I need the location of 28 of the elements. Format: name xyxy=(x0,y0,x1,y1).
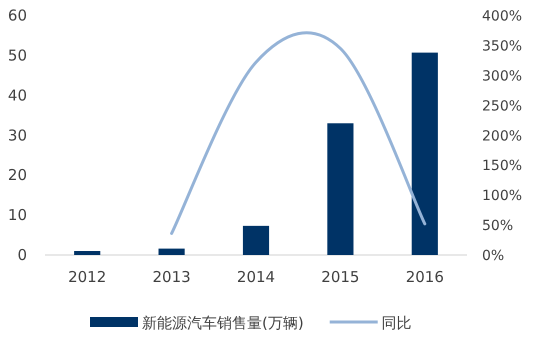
y-tick-label: 10 xyxy=(8,206,27,224)
y2-tick-label: 300% xyxy=(482,68,522,84)
y2-tick-label: 0% xyxy=(482,248,504,264)
y2-tick-label: 200% xyxy=(482,128,522,144)
y-tick-label: 30 xyxy=(8,126,27,144)
y-tick-label: 40 xyxy=(8,86,27,104)
y2-tick-label: 250% xyxy=(482,98,522,114)
legend-label: 新能源汽车销售量(万辆) xyxy=(142,314,304,332)
bar xyxy=(327,123,354,255)
y-tick-label: 0 xyxy=(17,246,27,264)
x-tick-label: 2012 xyxy=(68,268,106,286)
x-tick-label: 2013 xyxy=(152,268,191,286)
y-tick-label: 60 xyxy=(8,6,27,24)
bar xyxy=(412,52,438,255)
y2-tick-label: 50% xyxy=(482,218,514,234)
legend-label: 同比 xyxy=(382,314,412,332)
bar xyxy=(74,251,100,255)
y2-tick-label: 400% xyxy=(482,8,522,24)
y2-tick-label: 100% xyxy=(482,188,522,204)
y-tick-label: 50 xyxy=(8,46,27,64)
y2-tick-label: 350% xyxy=(482,38,522,54)
bar xyxy=(158,248,185,255)
x-tick-label: 2015 xyxy=(321,268,360,286)
bar xyxy=(242,226,270,255)
y2-tick-label: 150% xyxy=(482,158,522,174)
x-tick-label: 2014 xyxy=(236,268,276,286)
y-tick-label: 20 xyxy=(8,166,27,184)
x-tick-label: 2016 xyxy=(406,268,444,286)
